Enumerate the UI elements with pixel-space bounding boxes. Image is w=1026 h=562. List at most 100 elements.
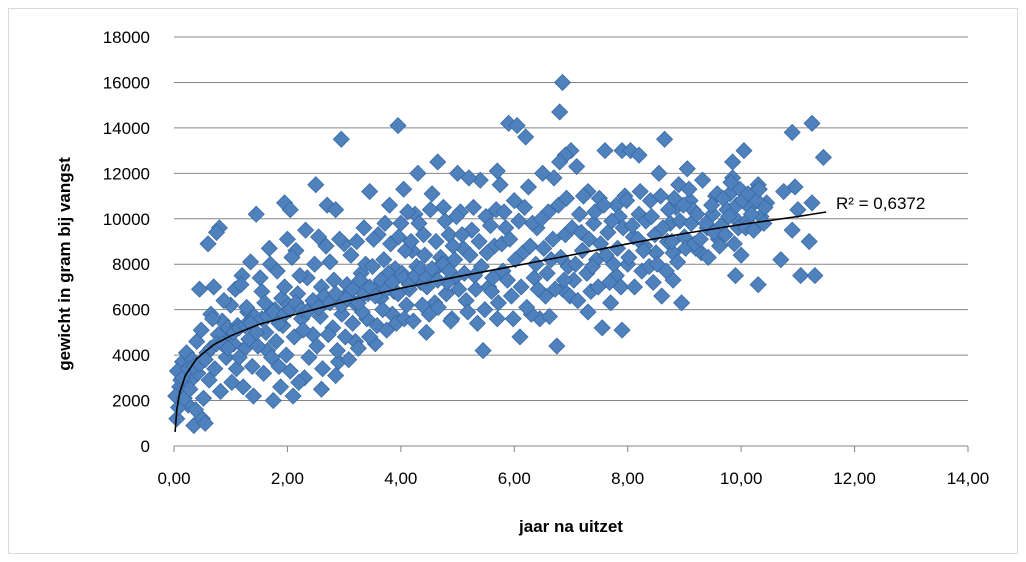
data-point	[772, 251, 790, 269]
data-point	[691, 230, 709, 248]
data-point	[573, 242, 591, 260]
data-point	[181, 380, 199, 398]
data-point	[186, 401, 205, 419]
data-point	[340, 351, 358, 369]
data-point	[472, 257, 490, 276]
y-axis-title: gewicht in gram bij vangst	[55, 157, 74, 371]
data-point	[716, 226, 734, 244]
data-point	[517, 128, 535, 146]
data-point	[593, 319, 611, 337]
data-point	[241, 253, 260, 271]
data-point	[742, 205, 760, 223]
data-point	[570, 205, 589, 223]
data-point	[327, 366, 345, 385]
data-point	[631, 182, 649, 201]
data-point	[281, 201, 299, 219]
data-point	[510, 212, 528, 230]
data-point	[488, 162, 506, 180]
data-point	[459, 303, 477, 321]
data-point	[243, 357, 261, 376]
data-point	[506, 251, 524, 269]
x-tick-label: 6,00	[498, 469, 531, 488]
data-point	[725, 235, 743, 253]
data-point	[680, 180, 698, 198]
data-point	[625, 278, 644, 296]
data-point	[491, 176, 509, 194]
data-point	[511, 328, 529, 346]
data-point	[551, 103, 569, 121]
data-point	[596, 142, 614, 160]
data-point	[495, 203, 513, 221]
data-point	[595, 196, 613, 214]
data-point	[294, 321, 312, 339]
data-point	[413, 296, 431, 314]
data-point	[397, 296, 416, 314]
data-point	[321, 253, 339, 271]
data-point	[262, 348, 281, 366]
data-point	[276, 278, 294, 296]
data-point	[569, 292, 587, 310]
data-point	[423, 185, 441, 203]
data-point	[532, 210, 551, 228]
data-point	[756, 198, 774, 216]
data-point	[399, 203, 417, 221]
data-point	[332, 130, 350, 148]
data-point	[344, 314, 362, 332]
data-point	[555, 271, 573, 289]
trendline	[174, 211, 827, 432]
data-point	[327, 201, 345, 219]
data-point	[331, 230, 349, 248]
data-point	[612, 278, 630, 296]
data-point	[272, 378, 290, 396]
data-point	[464, 198, 483, 216]
data-point	[211, 382, 230, 401]
data-point	[409, 164, 427, 182]
gridlines	[174, 36, 968, 402]
y-axis-ticks: 0 2000 4000 6000 8000 10000 12000 14000 16000 180…	[103, 28, 150, 456]
data-point	[806, 267, 824, 285]
data-point	[437, 285, 455, 303]
data-point	[720, 207, 738, 226]
data-point	[544, 230, 562, 248]
data-point	[429, 153, 447, 171]
data-point	[574, 187, 593, 205]
data-point	[328, 342, 346, 360]
data-point	[803, 194, 821, 212]
data-point	[504, 310, 522, 328]
data-point	[618, 192, 636, 210]
data-point	[508, 117, 526, 135]
data-point	[663, 232, 681, 251]
data-point	[446, 251, 464, 269]
data-point	[467, 280, 485, 298]
data-point	[307, 176, 325, 194]
data-point	[749, 276, 767, 294]
data-point	[644, 273, 662, 291]
data-point	[489, 294, 507, 312]
data-point	[548, 337, 566, 355]
data-point	[450, 280, 468, 298]
data-point	[519, 178, 538, 196]
data-point	[512, 278, 530, 296]
data-point	[650, 164, 668, 182]
data-point	[789, 201, 807, 219]
data-point	[803, 114, 821, 132]
data-point	[317, 237, 335, 255]
data-point	[783, 221, 801, 239]
data-point	[745, 221, 763, 239]
data-point	[545, 169, 563, 187]
data-point	[688, 205, 706, 223]
data-point	[376, 214, 394, 232]
data-point	[659, 201, 678, 219]
y-tick-label: 6000	[112, 301, 150, 320]
data-point	[674, 196, 692, 214]
data-point	[535, 239, 553, 257]
data-point	[501, 230, 519, 248]
data-point	[297, 221, 315, 239]
data-point	[312, 380, 331, 398]
x-tick-label: 14,00	[947, 469, 990, 488]
data-point	[365, 230, 383, 248]
data-point	[546, 280, 564, 298]
data-point	[669, 253, 687, 271]
data-point	[474, 342, 492, 360]
data-point	[306, 255, 324, 273]
